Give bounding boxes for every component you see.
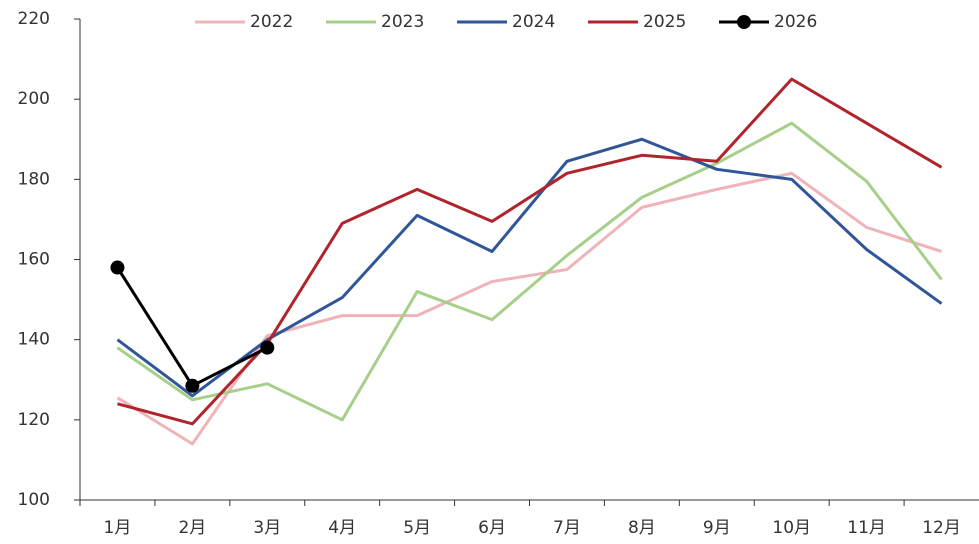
x-tick-label: 10月 xyxy=(772,518,811,538)
x-tick-label: 8月 xyxy=(628,518,656,538)
legend-label: 2024 xyxy=(512,12,555,32)
x-tick-label: 4月 xyxy=(328,518,356,538)
y-tick-label: 100 xyxy=(18,490,50,510)
x-tick-label: 11月 xyxy=(847,518,886,538)
y-tick-label: 140 xyxy=(18,330,50,350)
series-marker xyxy=(260,340,275,355)
series-line xyxy=(116,121,943,422)
legend-label: 2025 xyxy=(643,12,686,32)
x-tick-label: 3月 xyxy=(253,518,281,538)
y-tick-label: 200 xyxy=(18,89,50,109)
series-line xyxy=(116,171,943,446)
legend-marker xyxy=(737,15,751,29)
y-tick-label: 120 xyxy=(18,410,50,430)
y-tick-label: 220 xyxy=(18,9,50,29)
x-tick-label: 2月 xyxy=(178,518,206,538)
y-tick-label: 160 xyxy=(18,250,50,270)
legend-label: 2023 xyxy=(381,12,424,32)
x-tick-label: 5月 xyxy=(403,518,431,538)
x-tick-label: 7月 xyxy=(553,518,581,538)
series-marker xyxy=(185,378,200,393)
series-marker xyxy=(110,260,125,275)
series-line xyxy=(117,77,943,426)
series-line xyxy=(116,137,943,398)
legend-label: 2026 xyxy=(774,12,817,32)
x-tick-label: 12月 xyxy=(922,518,961,538)
x-tick-label: 1月 xyxy=(104,518,132,538)
x-tick-label: 9月 xyxy=(703,518,731,538)
x-tick-label: 6月 xyxy=(478,518,506,538)
legend-label: 2022 xyxy=(250,12,293,32)
y-tick-label: 180 xyxy=(18,169,50,189)
